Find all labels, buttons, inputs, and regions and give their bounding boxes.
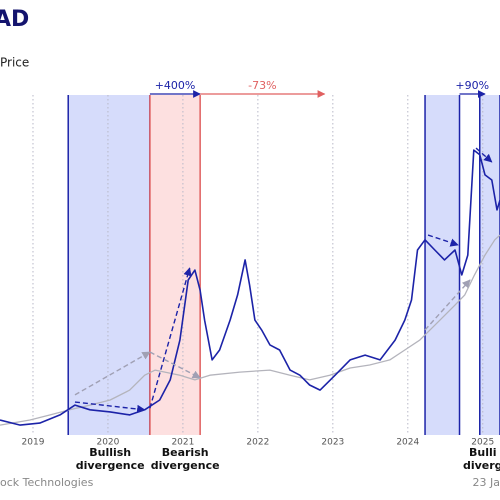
annotation-label: +400% <box>155 79 196 92</box>
x-tick-label: 2024 <box>396 438 419 448</box>
trend-arrow <box>424 279 471 331</box>
x-tick-label: 2022 <box>246 438 269 448</box>
trend-arrow <box>149 267 192 409</box>
x-tick-label: 2021 <box>171 438 194 448</box>
divergence-label: Bulli <box>469 446 497 459</box>
x-tick-label: 2025 <box>471 438 494 448</box>
footer-source: ock Technologies <box>0 476 94 489</box>
annotation-label: +90% <box>455 79 489 92</box>
divergence-label: divergence <box>151 459 220 472</box>
trend-arrow <box>149 351 201 379</box>
shaded-region <box>68 95 150 435</box>
series-line <box>0 149 500 426</box>
chart-title: AD <box>0 7 29 32</box>
divergence-label: diverg <box>463 459 500 472</box>
shaded-region <box>479 95 500 435</box>
x-tick-label: 2023 <box>321 438 344 448</box>
annotation-label: -73% <box>248 79 276 92</box>
x-tick-label: 2019 <box>22 438 45 448</box>
legend-text: Price <box>0 56 29 70</box>
series-line <box>0 234 500 426</box>
divergence-label: Bearish <box>162 446 209 459</box>
divergence-label: Bullish <box>89 446 131 459</box>
trend-arrow <box>475 147 493 163</box>
x-tick-label: 2020 <box>96 438 119 448</box>
trend-arrow <box>74 351 151 396</box>
shaded-region <box>425 95 460 435</box>
trend-arrow <box>427 234 459 247</box>
footer-date: 23 Ja <box>473 476 500 489</box>
trend-arrow <box>74 401 146 414</box>
divergence-label: divergence <box>76 459 145 472</box>
